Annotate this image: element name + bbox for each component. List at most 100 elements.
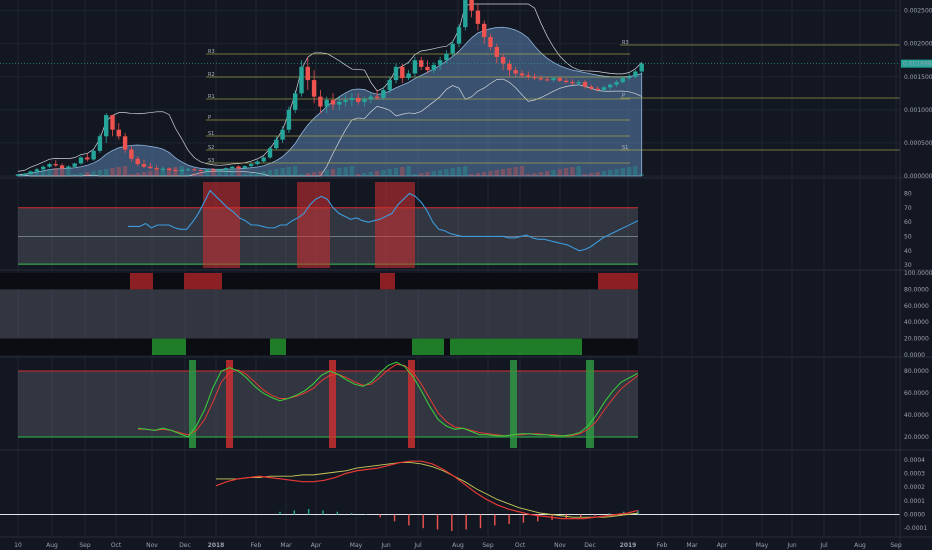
candle-body — [204, 169, 210, 171]
mfi-pane[interactable] — [0, 273, 638, 355]
moving-average-area — [17, 26, 643, 177]
volume-bar — [519, 166, 525, 176]
volume-bar — [211, 170, 216, 176]
candle-body — [22, 174, 27, 176]
candle-body — [116, 129, 121, 137]
time-axis-label: Oct — [111, 542, 122, 549]
candle-body — [192, 169, 197, 171]
time-axis-label: Feb — [251, 542, 262, 549]
macd-histogram-bar — [422, 514, 424, 529]
candle-body — [34, 169, 40, 172]
volume-bar — [91, 171, 96, 176]
time-axis-label: Sep — [79, 542, 91, 549]
candle-body — [261, 157, 266, 162]
volume-bar — [122, 166, 128, 176]
mfi-axis-tick: 60.0000 — [904, 303, 929, 310]
time-axis-label: Dec — [179, 542, 191, 549]
stoch-sell-zone — [329, 360, 336, 448]
stoch-buy-zone — [586, 360, 594, 448]
volume-bar — [633, 166, 638, 176]
rsi-overbought-zone — [375, 182, 415, 268]
rsi-axis-tick: 80 — [904, 190, 912, 197]
candle-body — [59, 165, 65, 169]
candle-body — [173, 170, 178, 172]
stoch-k-line — [137, 361, 639, 438]
mfi-oversold-zone — [412, 338, 444, 355]
macd-histogram-bar — [379, 514, 381, 518]
candle-body — [368, 96, 373, 100]
candle-body — [450, 43, 455, 54]
candle-body — [286, 109, 292, 130]
candle-body — [324, 99, 329, 107]
volume-bar — [173, 167, 178, 176]
candle-body — [15, 174, 21, 176]
candle-body — [110, 115, 115, 130]
stoch-sell-zone — [226, 360, 233, 448]
pivot-label: S3 — [208, 158, 214, 164]
candle-body — [431, 64, 436, 71]
volume-bar — [22, 173, 27, 176]
candle-body — [185, 169, 191, 171]
candle-body — [148, 166, 153, 169]
volume-bar — [141, 172, 147, 176]
volume-bar — [475, 173, 481, 176]
mfi-axis-tick: 80.0000 — [904, 286, 929, 293]
volume-bar — [513, 167, 518, 176]
macd-histogram-bar — [451, 514, 453, 531]
candle-body — [85, 157, 90, 160]
volume-bar — [230, 167, 235, 176]
candle-body — [488, 37, 493, 47]
volume-bar — [488, 171, 493, 176]
time-axis-label: Aug — [452, 542, 464, 549]
time-axis-label: Apr — [311, 542, 322, 549]
macd-histogram-bar — [365, 514, 367, 515]
volume-bar — [53, 168, 58, 176]
current-price-badge — [901, 59, 932, 68]
candle-body — [356, 97, 361, 102]
candle-body — [267, 148, 273, 158]
candle-body — [444, 53, 449, 61]
current-price-label: 0.0016982 — [903, 61, 932, 68]
volume-bar — [570, 167, 575, 176]
price-pane[interactable]: R3 R2 R1 P S1 S2 S3 R3 P S1 — [0, 0, 900, 177]
volume-bar — [110, 168, 115, 176]
candle-body — [91, 150, 96, 160]
macd-histogram-bar — [393, 514, 396, 522]
volume-bar — [387, 169, 392, 176]
volume-bar — [248, 173, 254, 176]
volume-bar — [34, 171, 40, 176]
mfi-axis-tick: 100.0000 — [904, 270, 932, 277]
stochastic-pane[interactable] — [18, 360, 639, 448]
macd-histogram-bar — [479, 514, 482, 529]
time-axis-label: Apr — [717, 542, 728, 549]
pivot-label: S1 — [208, 131, 214, 137]
rsi-axis-tick: 50 — [904, 233, 912, 240]
mfi-axis-tick: 20.0000 — [904, 336, 929, 343]
stoch-buy-zone — [189, 360, 196, 448]
rsi-axis-tick: 70 — [904, 205, 912, 212]
candle-body — [469, 0, 474, 11]
rsi-pane[interactable] — [18, 182, 639, 268]
candle-body — [343, 99, 348, 102]
candle-body — [154, 168, 159, 170]
candle-body — [211, 169, 216, 171]
volume-bar — [217, 169, 222, 176]
time-axis-label: Jun — [786, 542, 797, 549]
volume-bar — [463, 166, 468, 176]
candle-body — [532, 76, 537, 79]
candle-body — [576, 82, 581, 84]
candle-body — [236, 166, 241, 169]
stoch-axis-tick: 60.0000 — [904, 390, 929, 397]
time-axis-label: 2019 — [620, 542, 637, 549]
volume-bar — [236, 166, 241, 176]
volume-bar — [160, 169, 166, 176]
macd-axis-tick: 0.0003 — [904, 471, 925, 478]
candle-body — [463, 0, 468, 28]
macd-pane[interactable] — [0, 460, 900, 531]
candle-body — [374, 96, 380, 98]
candle-body — [66, 166, 71, 169]
